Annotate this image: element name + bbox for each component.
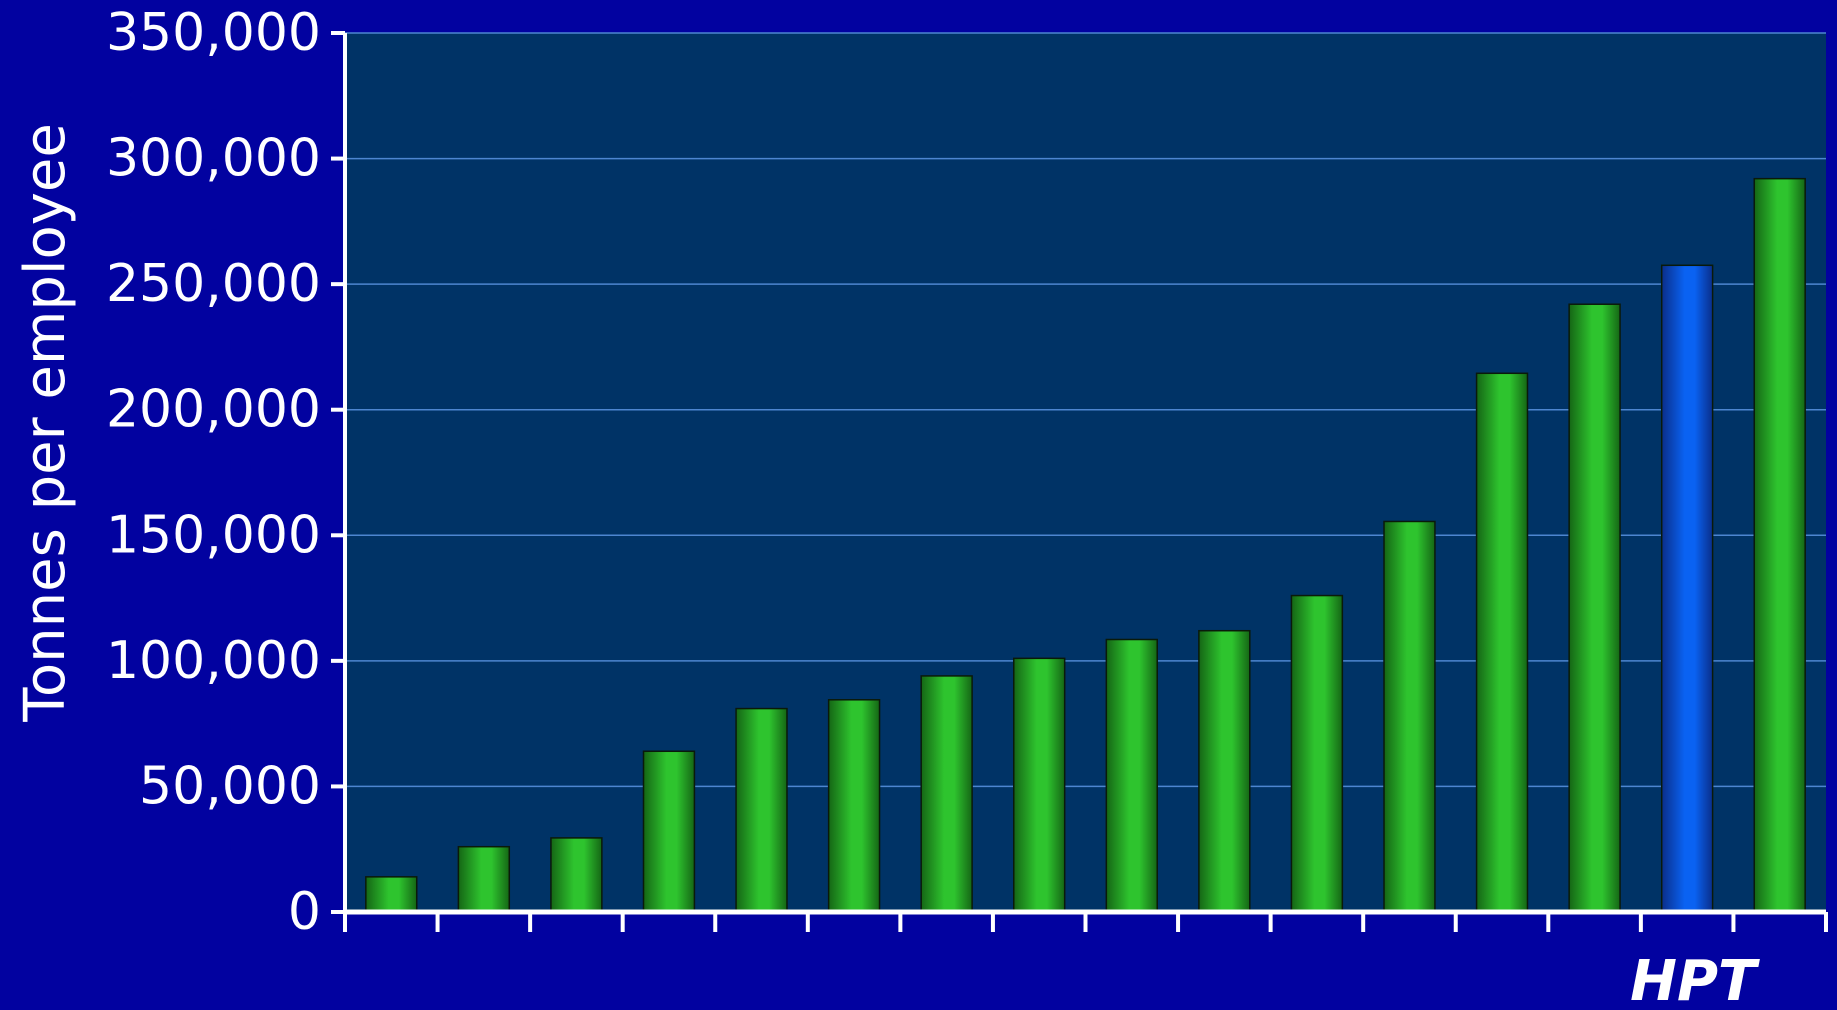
bar: [1198, 629, 1251, 913]
bars: [365, 177, 1806, 913]
y-tick-label: 100,000: [106, 631, 321, 691]
bar: [457, 845, 511, 913]
y-tick-label: 350,000: [106, 3, 321, 63]
bar: [1290, 594, 1344, 913]
bar: [550, 837, 603, 913]
bar-highlight: [1660, 264, 1714, 913]
y-tick-label: 200,000: [106, 380, 321, 440]
y-tick-label: 300,000: [106, 129, 321, 189]
labels: 0 50,000 100,000 150,000 200,000 250,000 300,0…: [13, 3, 1760, 1010]
y-axis-title: Tonnes per employee: [13, 123, 78, 723]
y-tick-label: 0: [288, 882, 321, 942]
bar: [1013, 657, 1066, 913]
bar: [735, 707, 788, 913]
bar: [1568, 303, 1621, 913]
y-tick-label: 50,000: [139, 756, 321, 816]
bar: [1383, 520, 1436, 913]
bar: [365, 876, 418, 913]
bar: [1475, 372, 1529, 913]
bar: [1753, 177, 1806, 913]
y-tick-label: 250,000: [106, 254, 321, 314]
axes: [331, 31, 1828, 932]
bar: [920, 675, 973, 913]
bar: [827, 699, 881, 913]
gridlines: [345, 32, 1826, 788]
y-tick-label: 150,000: [106, 505, 321, 565]
bar: [1105, 638, 1158, 913]
x-tick-label: HPT: [1630, 949, 1760, 1006]
bar: [642, 750, 696, 913]
